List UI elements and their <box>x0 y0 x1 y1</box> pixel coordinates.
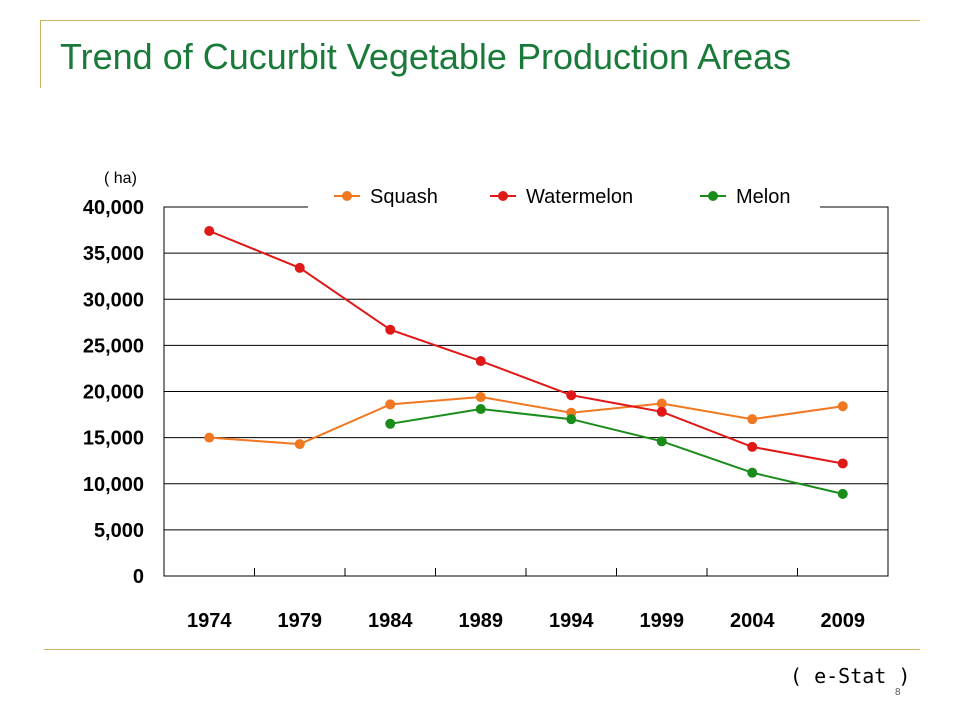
x-tick-label: 1984 <box>368 610 413 632</box>
watermelon-data-point <box>656 406 667 417</box>
watermelon-data-point <box>385 324 396 335</box>
chart-axes: 0 5,000 10,000 15,000 20,000 25,000 30,000 35,0… <box>83 197 889 632</box>
watermelon-series-line <box>208 230 843 465</box>
watermelon-data-point <box>747 441 758 452</box>
watermelon-legend-label: Watermelon <box>526 186 633 208</box>
chart-series <box>204 225 848 499</box>
squash-data-point <box>747 414 758 425</box>
y-tick-label: 35,000 <box>83 243 144 265</box>
melon-data-point <box>566 414 577 425</box>
y-tick-label: 25,000 <box>83 335 144 357</box>
x-tick-label: 1994 <box>549 610 594 632</box>
source-label: ( e-Stat ) <box>790 664 911 688</box>
chart-grid <box>164 206 888 531</box>
chart-legend: Squash Watermelon Melon <box>308 180 820 210</box>
melon-data-point <box>837 488 848 499</box>
y-axis-unit-label: ( ha) <box>104 170 137 187</box>
melon-legend-marker <box>708 191 718 201</box>
slide-frame-top-line <box>40 20 920 21</box>
melon-data-point <box>656 436 667 447</box>
x-tick-label: 1989 <box>459 610 504 632</box>
y-tick-label: 40,000 <box>83 197 144 219</box>
squash-data-point <box>204 432 215 443</box>
watermelon-data-point <box>204 225 215 236</box>
squash-legend-label: Squash <box>370 186 438 208</box>
slide-frame-left-line <box>40 20 41 88</box>
x-tick-label: 2004 <box>730 610 775 632</box>
slide-title: Trend of Cucurbit Vegetable Production A… <box>60 36 792 77</box>
squash-series-line <box>209 395 843 446</box>
watermelon-data-point <box>294 262 305 273</box>
watermelon-data-point <box>475 356 486 367</box>
melon-data-point <box>385 418 396 429</box>
x-tick-label: 1999 <box>640 610 685 632</box>
squash-data-point <box>385 399 396 410</box>
y-tick-label: 20,000 <box>83 382 144 404</box>
squash-legend-marker <box>342 191 352 201</box>
slide-frame-bottom-line <box>44 649 920 650</box>
legend-box <box>308 180 820 210</box>
watermelon-data-point <box>837 458 848 469</box>
watermelon-data-point <box>566 390 577 401</box>
y-tick-label: 15,000 <box>83 428 144 450</box>
x-tick-label: 2009 <box>821 610 866 632</box>
page-number: 8 <box>895 687 901 698</box>
squash-data-point <box>656 398 667 409</box>
x-tick-label: 1974 <box>187 610 232 632</box>
squash-data-point <box>475 392 486 403</box>
y-tick-label: 30,000 <box>83 289 144 311</box>
y-tick-label: 0 <box>133 566 144 588</box>
melon-data-point <box>475 404 486 415</box>
x-tick-label: 1979 <box>278 610 323 632</box>
melon-legend-label: Melon <box>736 186 790 208</box>
squash-data-point <box>837 401 848 412</box>
watermelon-legend-marker <box>498 191 508 201</box>
melon-series-line <box>390 407 844 495</box>
y-tick-label: 5,000 <box>94 520 144 542</box>
squash-data-point <box>294 439 305 450</box>
melon-data-point <box>747 467 758 478</box>
y-tick-label: 10,000 <box>83 474 144 496</box>
